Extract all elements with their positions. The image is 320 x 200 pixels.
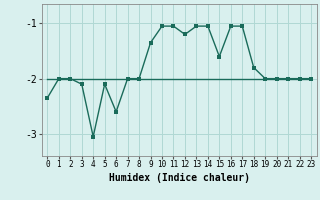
X-axis label: Humidex (Indice chaleur): Humidex (Indice chaleur) (109, 173, 250, 183)
